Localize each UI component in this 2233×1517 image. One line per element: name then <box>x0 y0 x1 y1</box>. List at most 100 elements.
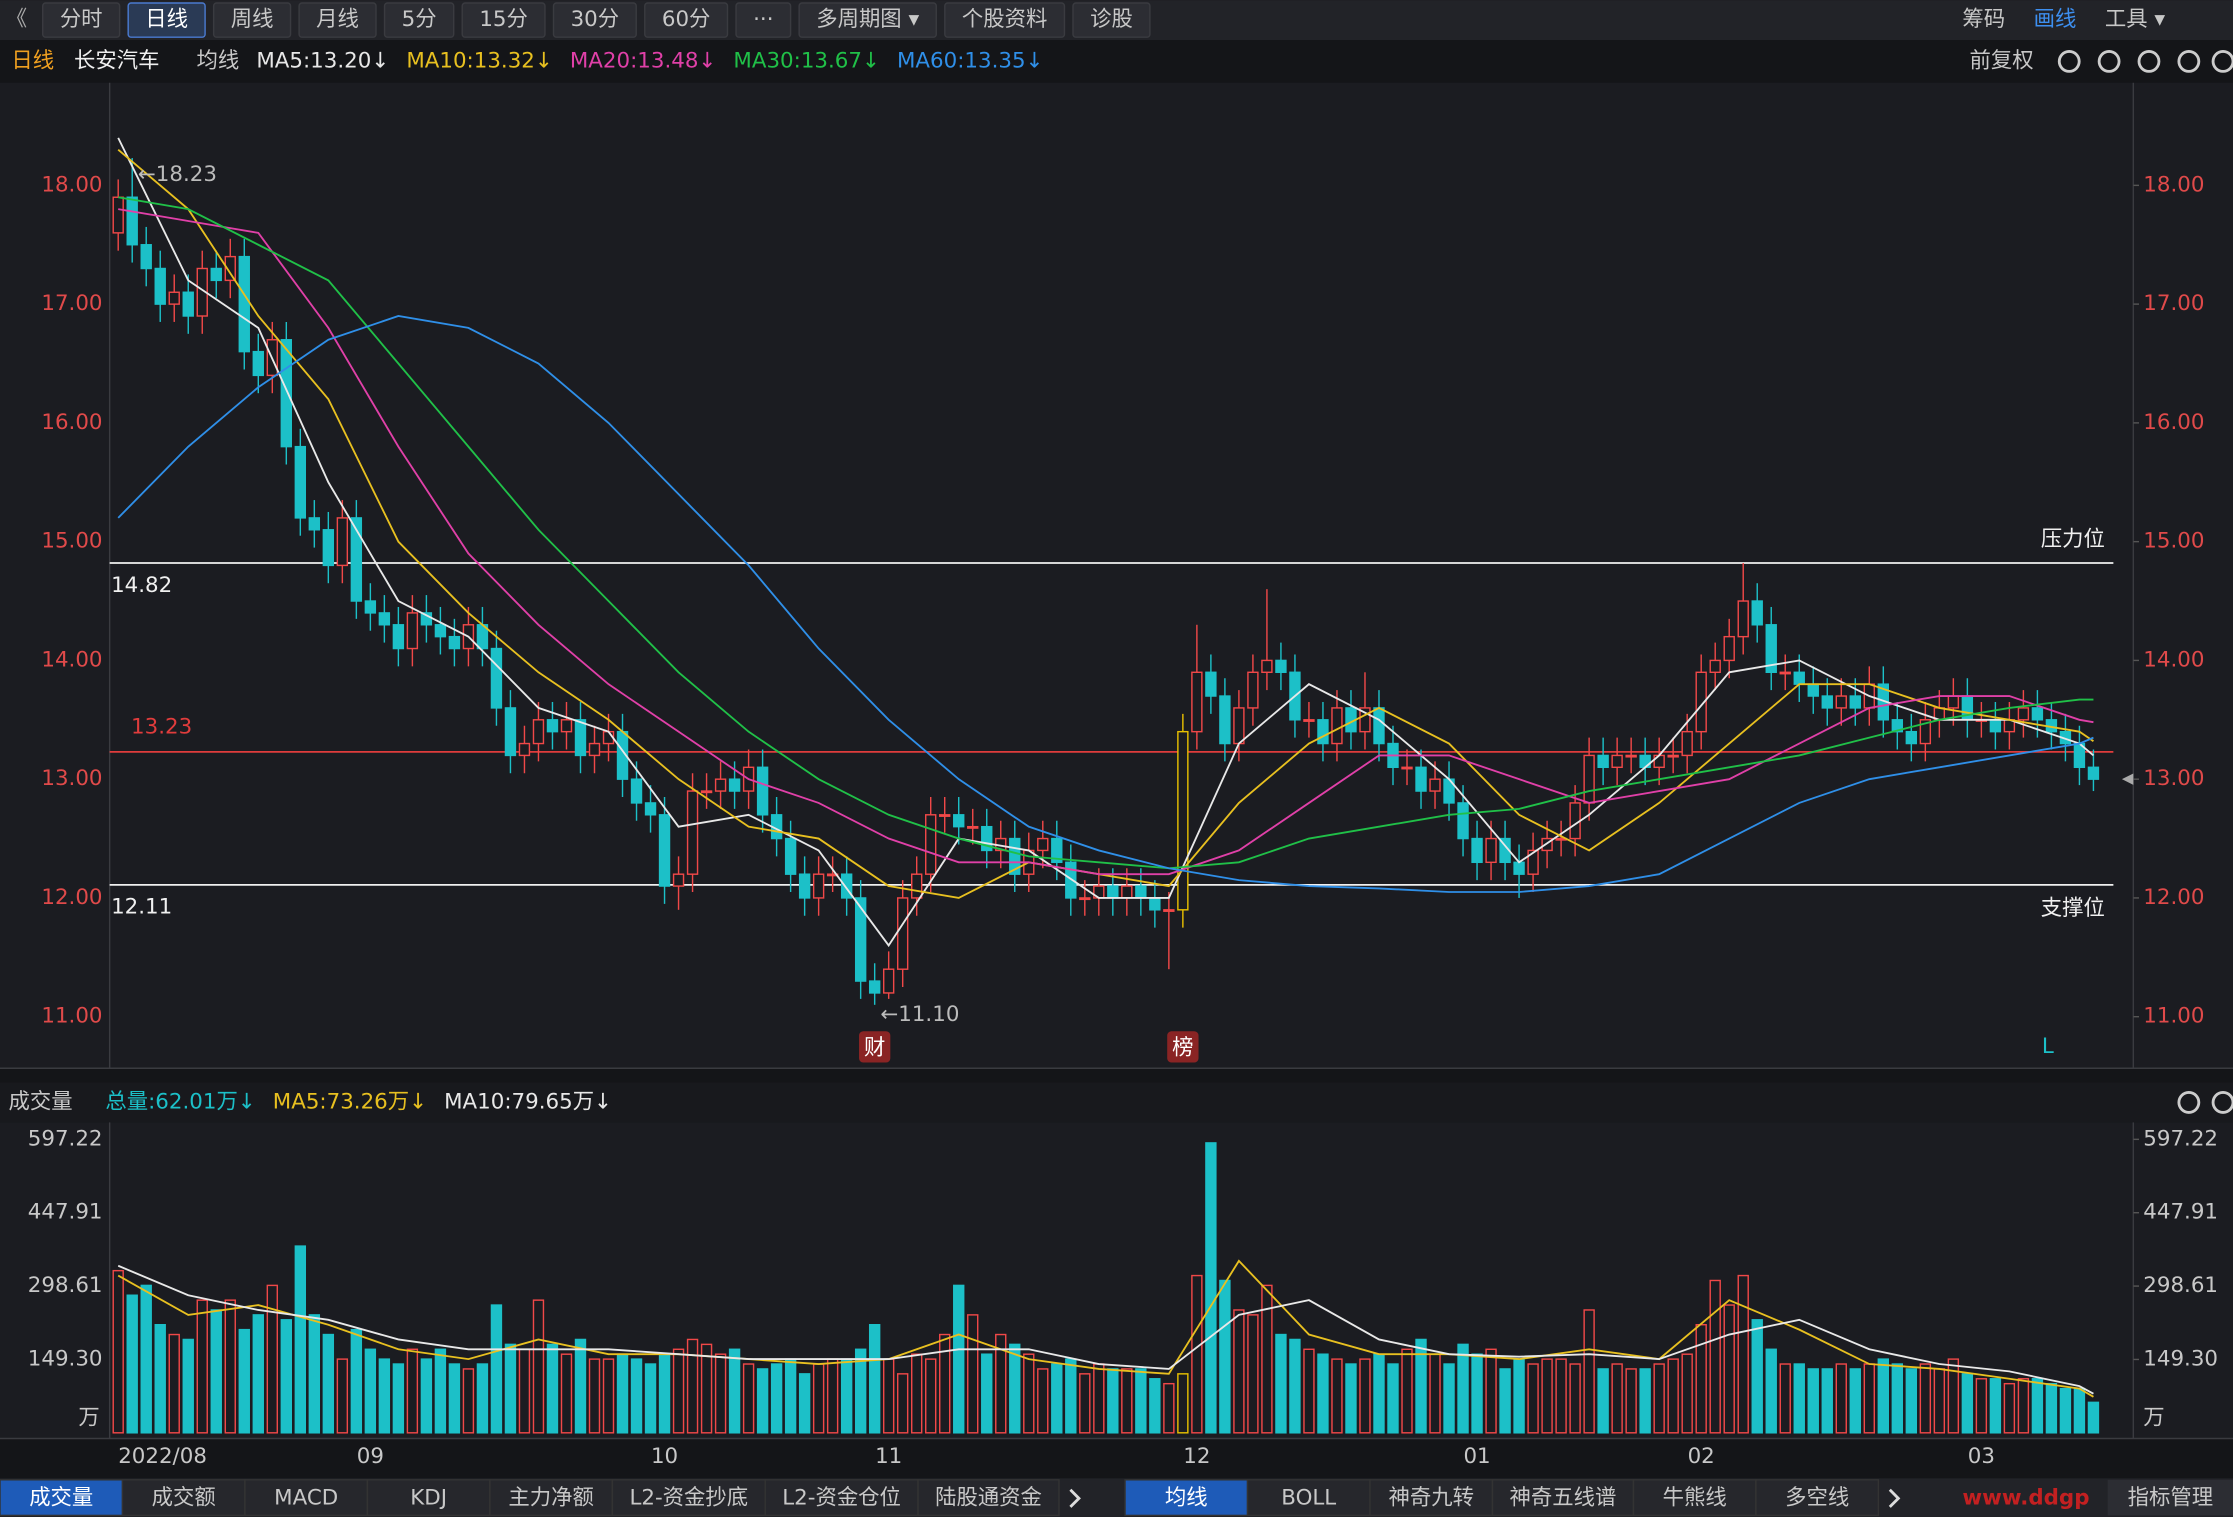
toolbar-button[interactable] <box>735 2 792 38</box>
period-label: 日线 <box>11 48 54 73</box>
volume-bar <box>1597 1368 1609 1434</box>
candle-body <box>798 873 811 899</box>
volume-bar <box>1345 1363 1357 1434</box>
toolbar-button[interactable] <box>42 2 121 38</box>
volume-bar <box>1009 1343 1021 1434</box>
volume-bar <box>322 1333 335 1434</box>
indicator-tab[interactable] <box>1755 1479 1880 1517</box>
event-badge[interactable] <box>859 1031 891 1063</box>
level-label: 13.23 <box>131 715 192 740</box>
candle-body <box>308 517 321 531</box>
volume-bar <box>2045 1382 2058 1434</box>
event-badge[interactable] <box>1167 1031 1199 1063</box>
icon-button[interactable] <box>2097 50 2121 73</box>
legend-entry: MA60:13.35↓ <box>897 48 1043 73</box>
candle-body <box>1849 695 1861 709</box>
icon-button[interactable] <box>2211 50 2233 73</box>
indicator-tab[interactable] <box>1246 1479 1371 1517</box>
toolbar-button[interactable] <box>552 2 637 38</box>
volume-bar <box>392 1363 405 1434</box>
tab-scroll-arrow[interactable] <box>1888 1488 1901 1508</box>
volume-bar <box>224 1299 236 1434</box>
volume-bar <box>784 1358 797 1434</box>
volume-bar <box>826 1358 839 1434</box>
tab-scroll-arrow[interactable] <box>1069 1488 1081 1508</box>
adjust-button[interactable]: 前复权 <box>1970 48 2034 73</box>
y2-tick-label: 17.00 <box>2143 291 2204 316</box>
volume-bar <box>1905 1368 1918 1434</box>
icon-button[interactable] <box>2211 1091 2233 1114</box>
volume-bar <box>1471 1353 1483 1434</box>
indicator-tab[interactable] <box>1632 1479 1757 1517</box>
manage-button[interactable] <box>2107 1479 2233 1516</box>
candle-body <box>504 707 517 757</box>
toolbar-right-button[interactable]: 工具 ▾ <box>2105 7 2166 32</box>
volume-bar <box>560 1353 573 1434</box>
toolbar-button[interactable] <box>383 2 455 38</box>
candle-body <box>1681 730 1693 757</box>
indicator-tab[interactable] <box>489 1479 614 1517</box>
ma-label: 均线 <box>197 48 240 73</box>
candle-body <box>1149 897 1161 911</box>
back-button[interactable]: 《 <box>6 7 27 32</box>
toolbar-button[interactable] <box>798 2 937 38</box>
candle-body <box>1233 707 1245 745</box>
volume-header-bg <box>0 1082 2233 1123</box>
legend-entry: MA10:13.32↓ <box>406 48 552 73</box>
volume-bar <box>1877 1358 1890 1434</box>
volume-bar <box>1695 1323 1707 1434</box>
candle-body <box>210 267 222 282</box>
x-tick-label: 02 <box>1688 1444 1715 1469</box>
icon-button[interactable] <box>2177 50 2201 73</box>
indicator-tab[interactable] <box>0 1479 124 1517</box>
volume-bar <box>350 1328 363 1434</box>
y-tick-label: 15.00 <box>41 529 102 554</box>
indicator-tab[interactable] <box>1369 1479 1494 1517</box>
legend-entry: MA5:13.20↓ <box>256 48 389 73</box>
volume-bar <box>672 1348 685 1434</box>
volume-bar <box>546 1343 559 1434</box>
volume-bar <box>1373 1353 1385 1434</box>
candle-body <box>336 517 349 567</box>
volume-bar <box>868 1323 881 1434</box>
candle-body <box>1429 778 1441 792</box>
volume-bar <box>911 1353 923 1434</box>
candle-body <box>224 255 236 282</box>
y2-tick-label: 18.00 <box>2143 172 2204 197</box>
y-tick-label: 16.00 <box>41 410 102 435</box>
event-label: 财 <box>864 1035 885 1060</box>
indicator-tab[interactable] <box>121 1479 246 1517</box>
legend-entry: MA10:79.65万↓ <box>444 1089 612 1114</box>
toolbar-button[interactable] <box>644 2 729 38</box>
volume-bar <box>756 1368 769 1434</box>
icon-button[interactable] <box>2057 50 2081 73</box>
volume-bar <box>1653 1363 1665 1434</box>
indicator-tab[interactable] <box>917 1479 1060 1517</box>
indicator-tab[interactable] <box>244 1479 369 1517</box>
x-tick-label: 12 <box>1183 1444 1210 1469</box>
toolbar-button[interactable] <box>127 2 206 38</box>
volume-bar <box>2017 1378 2030 1434</box>
icon-button[interactable] <box>2137 50 2161 73</box>
icon-button[interactable] <box>2177 1091 2201 1114</box>
volume-bar <box>462 1368 475 1434</box>
volume-bar <box>1429 1353 1441 1434</box>
toolbar-right-button[interactable]: 画线 <box>2034 7 2077 32</box>
indicator-tab[interactable] <box>1491 1479 1635 1517</box>
volume-bar <box>1135 1368 1147 1434</box>
toolbar-right-button[interactable]: 筹码 <box>1962 7 2005 32</box>
toolbar-button[interactable] <box>212 2 292 38</box>
indicator-tab-label: 成交量 <box>29 1485 93 1510</box>
toolbar-button-label: 5分 <box>402 7 437 32</box>
toolbar-button[interactable] <box>298 2 377 38</box>
candle-body <box>1919 719 1932 745</box>
toolbar-button[interactable] <box>944 2 1066 38</box>
volume-bar <box>798 1373 811 1434</box>
candle-body <box>1597 754 1609 769</box>
toolbar-button[interactable] <box>1072 2 1151 38</box>
x-tick-label: 2022/08 <box>118 1444 207 1469</box>
volume-bar <box>1275 1333 1287 1434</box>
volume-bar <box>1023 1353 1035 1434</box>
volume-bar <box>770 1363 783 1434</box>
toolbar-button[interactable] <box>461 2 546 38</box>
